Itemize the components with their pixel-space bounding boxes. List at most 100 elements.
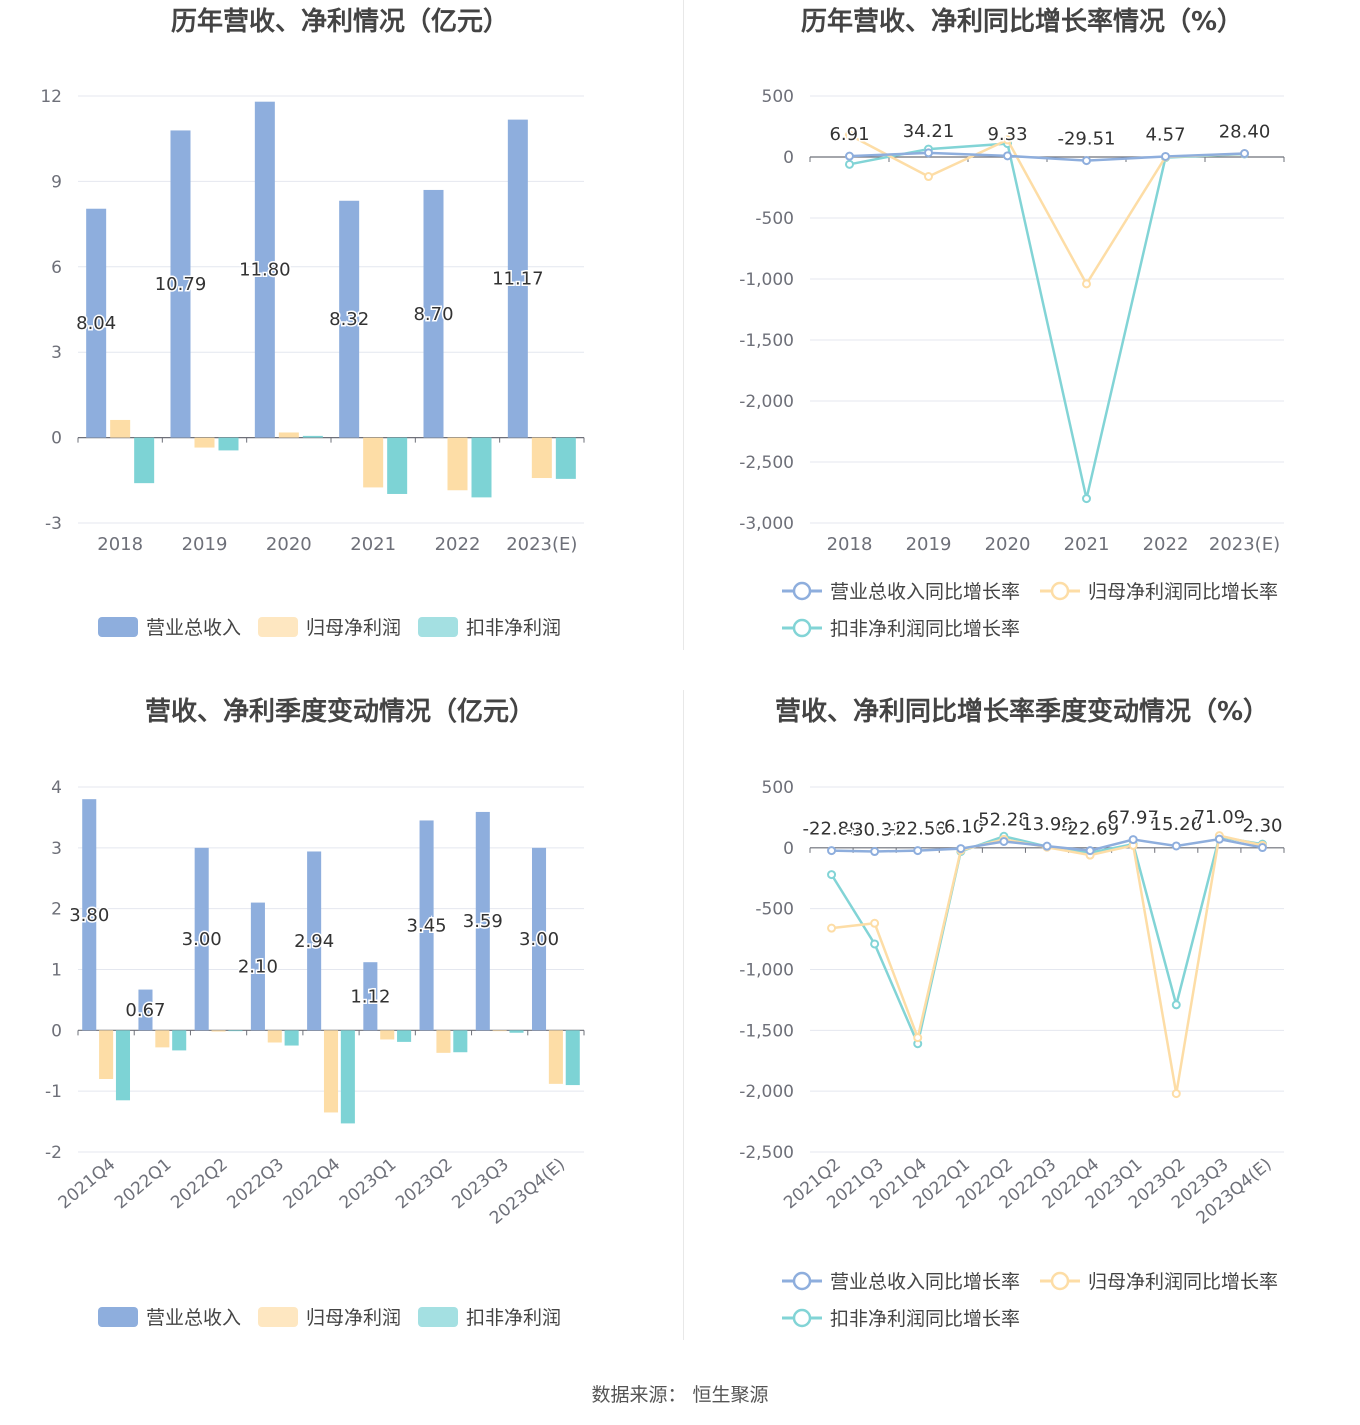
vertical-divider-top: [683, 0, 684, 650]
series-point: [1240, 149, 1249, 159]
series-point: [870, 847, 880, 857]
series-line: [831, 834, 1263, 1094]
bar-data-label: 10.79: [155, 274, 207, 295]
y-tick-label: 2: [51, 900, 62, 920]
y-tick-label: -1,500: [739, 1021, 794, 1041]
legend-marker: [792, 581, 812, 601]
bar-data-label: 3.80: [69, 905, 109, 926]
series-point: [1257, 843, 1267, 853]
series-point: [845, 130, 854, 140]
y-tick-label: -1,000: [739, 961, 794, 981]
bar-revenue: [254, 101, 275, 438]
data-source-note: 数据来源： 恒生聚源: [591, 1384, 769, 1406]
line-data-label: -30.31: [846, 820, 904, 841]
y-tick-label: 6: [51, 258, 62, 278]
y-tick-label: 0: [783, 839, 794, 859]
legend-swatch: [258, 1307, 298, 1327]
line-data-label: -6.10: [938, 817, 985, 838]
line-data-label: 71.09: [1194, 807, 1246, 828]
line-data-label: 13.98: [1021, 814, 1073, 835]
y-tick-label: -3: [45, 514, 62, 534]
y-tick-label: 500: [762, 87, 794, 107]
bar-data-label: 3.45: [407, 915, 447, 936]
line-data-label: 34.21: [903, 121, 955, 142]
annual-growth-rate-chart: 历年营收、净利同比增长率情况（%） -3,000 -2,500 -2,000 -1,50…: [684, 0, 1360, 660]
legend-label: 归母净利润同比增长率: [1088, 1271, 1278, 1293]
y-tick-label: 3: [51, 343, 62, 363]
y-tick-label: -1,000: [739, 270, 794, 290]
bar-deducted-profit: [453, 1030, 468, 1053]
bar-deducted-profit: [565, 1030, 580, 1086]
chart-svg: 历年营收、净利情况（亿元） -3 0 3 6 9 12 2018 2019 2020 2021 202…: [40, 6, 585, 639]
x-tick-label: 2021: [350, 534, 396, 555]
series-line: [830, 834, 1263, 1048]
y-tick-label: 0: [51, 1021, 62, 1041]
series-point: [999, 836, 1009, 846]
y-tick-label: -2,500: [739, 453, 794, 473]
x-tick-label: 2023Q1: [336, 1155, 401, 1214]
bar-revenue: [339, 200, 360, 438]
y-tick-label: -500: [755, 900, 794, 920]
x-tick-label: 2021Q4: [55, 1155, 120, 1214]
legend-label: 营业总收入同比增长率: [830, 1271, 1020, 1293]
x-tick-label: 2020: [985, 534, 1031, 555]
line-data-label: 52.28: [978, 809, 1030, 830]
bar-deducted-profit: [172, 1030, 187, 1051]
x-tick-label: 2018: [827, 534, 873, 555]
bar-data-label: 8.04: [76, 313, 116, 334]
legend-marker: [792, 1308, 812, 1328]
series-point: [1171, 1089, 1181, 1099]
series-point: [1042, 841, 1052, 851]
bar-revenue: [250, 902, 265, 1031]
bar-net-profit: [194, 437, 215, 448]
bar-revenue: [531, 847, 547, 1031]
bar-net-profit: [323, 1030, 339, 1113]
legend-swatch: [258, 617, 298, 637]
x-tick-label: 2023Q2: [392, 1155, 457, 1214]
bar-revenue: [419, 820, 434, 1031]
vertical-divider-bottom: [683, 690, 684, 1340]
bar-deducted-profit: [387, 437, 408, 494]
bar-net-profit: [380, 1030, 395, 1040]
bar-deducted-profit: [302, 435, 323, 438]
line-data-label: 2.30: [1242, 816, 1282, 837]
y-tick-label: -2,500: [739, 1143, 794, 1163]
legend-label: 扣非净利润: [466, 1307, 561, 1329]
line-data-label: 67.97: [1107, 808, 1159, 829]
y-tick-label: -500: [755, 209, 794, 229]
bar-net-profit: [267, 1030, 282, 1043]
legend-label: 归母净利润同比增长率: [1088, 581, 1278, 603]
line-data-label: 6.91: [829, 124, 869, 145]
y-tick-label: 0: [783, 148, 794, 168]
x-tick-label: 2022: [435, 534, 481, 555]
bar-revenue: [507, 119, 528, 438]
chart-title: 历年营收、净利情况（亿元）: [171, 6, 509, 37]
bar-data-label: 3.59: [463, 911, 503, 932]
bar-deducted-profit: [115, 1030, 131, 1101]
chart-svg: 历年营收、净利同比增长率情况（%） -3,000 -2,500 -2,000 -1,50…: [739, 6, 1285, 640]
series-point: [1171, 841, 1181, 851]
legend-label: 归母净利润: [306, 1307, 401, 1329]
bar-deducted-profit: [471, 437, 492, 498]
bar-deducted-profit: [228, 1030, 243, 1032]
x-tick-label: 2022Q3: [223, 1155, 288, 1214]
series-point: [1161, 151, 1170, 161]
quarterly-revenue-profit-chart: 营收、净利季度变动情况（亿元） -2 -1 0 1 2 3 4 2021Q4 2022Q1 2022…: [0, 690, 680, 1350]
legend-marker: [792, 618, 812, 638]
bar-net-profit: [99, 1030, 114, 1079]
legend-swatch: [98, 617, 138, 637]
legend-label: 归母净利润: [306, 617, 401, 639]
bar-data-label: 2.94: [294, 931, 334, 952]
y-tick-label: -3,000: [739, 514, 794, 534]
bar-deducted-profit: [218, 437, 239, 451]
y-tick-label: 1: [51, 961, 62, 981]
bar-data-label: 2.10: [238, 956, 278, 977]
bar-data-label: 0.67: [125, 1000, 165, 1021]
bar-deducted-profit: [397, 1030, 412, 1042]
y-tick-label: 12: [40, 87, 62, 107]
bar-data-label: 11.17: [492, 269, 544, 290]
y-tick-label: -1: [45, 1082, 62, 1102]
series-point: [827, 846, 837, 856]
line-data-label: -22.89: [803, 819, 861, 840]
series-point: [827, 923, 837, 933]
